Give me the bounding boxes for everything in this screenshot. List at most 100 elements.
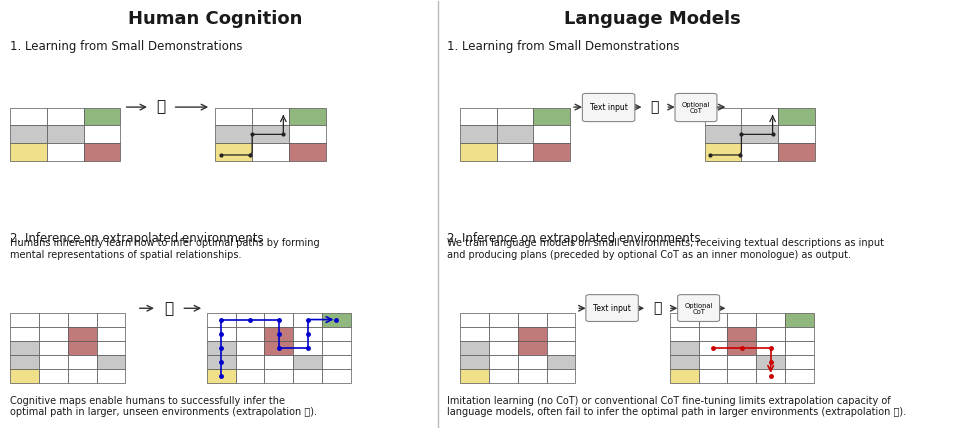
FancyBboxPatch shape — [705, 125, 741, 143]
Text: 🧠: 🧠 — [157, 100, 166, 115]
Text: 1. Learning from Small Demonstrations: 1. Learning from Small Demonstrations — [10, 40, 243, 53]
FancyBboxPatch shape — [10, 369, 39, 383]
FancyBboxPatch shape — [460, 125, 497, 143]
Text: CoT: CoT — [692, 309, 705, 315]
FancyBboxPatch shape — [727, 341, 756, 355]
FancyBboxPatch shape — [10, 125, 46, 143]
FancyBboxPatch shape — [533, 108, 570, 125]
FancyBboxPatch shape — [235, 326, 264, 341]
FancyBboxPatch shape — [216, 143, 252, 161]
FancyBboxPatch shape — [670, 326, 699, 341]
FancyBboxPatch shape — [741, 125, 778, 143]
FancyBboxPatch shape — [68, 369, 97, 383]
FancyBboxPatch shape — [207, 355, 235, 369]
FancyBboxPatch shape — [68, 313, 97, 326]
FancyBboxPatch shape — [756, 313, 785, 326]
FancyBboxPatch shape — [288, 143, 325, 161]
FancyBboxPatch shape — [293, 326, 322, 341]
FancyBboxPatch shape — [322, 341, 350, 355]
FancyBboxPatch shape — [46, 143, 83, 161]
FancyBboxPatch shape — [785, 355, 814, 369]
Text: Language Models: Language Models — [564, 10, 741, 28]
FancyBboxPatch shape — [216, 108, 252, 125]
FancyBboxPatch shape — [97, 355, 126, 369]
FancyBboxPatch shape — [547, 341, 575, 355]
FancyBboxPatch shape — [678, 295, 719, 321]
FancyBboxPatch shape — [288, 125, 325, 143]
FancyBboxPatch shape — [207, 313, 235, 326]
FancyBboxPatch shape — [264, 313, 293, 326]
FancyBboxPatch shape — [10, 341, 39, 355]
FancyBboxPatch shape — [460, 313, 489, 326]
FancyBboxPatch shape — [460, 143, 497, 161]
FancyBboxPatch shape — [39, 369, 68, 383]
FancyBboxPatch shape — [518, 355, 547, 369]
FancyBboxPatch shape — [264, 326, 293, 341]
FancyBboxPatch shape — [39, 326, 68, 341]
FancyBboxPatch shape — [705, 108, 741, 125]
FancyBboxPatch shape — [460, 326, 489, 341]
FancyBboxPatch shape — [10, 355, 39, 369]
FancyBboxPatch shape — [322, 313, 350, 326]
FancyBboxPatch shape — [489, 369, 518, 383]
FancyBboxPatch shape — [497, 143, 533, 161]
FancyBboxPatch shape — [699, 326, 727, 341]
FancyBboxPatch shape — [97, 369, 126, 383]
Text: Imitation learning (no CoT) or conventional CoT fine-tuning limits extrapolation: Imitation learning (no CoT) or conventio… — [447, 396, 906, 417]
FancyBboxPatch shape — [264, 355, 293, 369]
FancyBboxPatch shape — [497, 108, 533, 125]
FancyBboxPatch shape — [207, 369, 235, 383]
FancyBboxPatch shape — [460, 341, 489, 355]
FancyBboxPatch shape — [97, 341, 126, 355]
FancyBboxPatch shape — [322, 326, 350, 341]
FancyBboxPatch shape — [533, 143, 570, 161]
Text: 2. Inference on extrapolated environments: 2. Inference on extrapolated environment… — [447, 232, 701, 245]
FancyBboxPatch shape — [785, 313, 814, 326]
FancyBboxPatch shape — [97, 313, 126, 326]
Text: CoT: CoT — [689, 108, 703, 114]
FancyBboxPatch shape — [207, 341, 235, 355]
Text: Text input: Text input — [593, 304, 631, 313]
Text: 🤖: 🤖 — [650, 100, 659, 114]
Text: Cognitive maps enable humans to successfully infer the
optimal path in larger, u: Cognitive maps enable humans to successf… — [10, 396, 318, 417]
FancyBboxPatch shape — [489, 355, 518, 369]
FancyBboxPatch shape — [293, 369, 322, 383]
FancyBboxPatch shape — [489, 313, 518, 326]
FancyBboxPatch shape — [518, 341, 547, 355]
FancyBboxPatch shape — [264, 341, 293, 355]
FancyBboxPatch shape — [670, 341, 699, 355]
FancyBboxPatch shape — [586, 295, 638, 321]
FancyBboxPatch shape — [83, 143, 120, 161]
FancyBboxPatch shape — [547, 313, 575, 326]
FancyBboxPatch shape — [533, 125, 570, 143]
FancyBboxPatch shape — [741, 108, 778, 125]
FancyBboxPatch shape — [785, 369, 814, 383]
FancyBboxPatch shape — [235, 341, 264, 355]
FancyBboxPatch shape — [252, 143, 288, 161]
FancyBboxPatch shape — [518, 313, 547, 326]
FancyBboxPatch shape — [741, 143, 778, 161]
FancyBboxPatch shape — [83, 108, 120, 125]
FancyBboxPatch shape — [778, 108, 815, 125]
Text: 🤖: 🤖 — [653, 301, 662, 315]
FancyBboxPatch shape — [10, 143, 46, 161]
FancyBboxPatch shape — [705, 143, 741, 161]
FancyBboxPatch shape — [293, 341, 322, 355]
FancyBboxPatch shape — [497, 125, 533, 143]
FancyBboxPatch shape — [583, 94, 635, 121]
FancyBboxPatch shape — [489, 341, 518, 355]
FancyBboxPatch shape — [518, 369, 547, 383]
FancyBboxPatch shape — [670, 355, 699, 369]
FancyBboxPatch shape — [785, 326, 814, 341]
FancyBboxPatch shape — [727, 313, 756, 326]
FancyBboxPatch shape — [39, 355, 68, 369]
Text: Optional: Optional — [684, 303, 712, 309]
Text: We train language models on small environments, receiving textual descriptions a: We train language models on small enviro… — [447, 238, 884, 260]
FancyBboxPatch shape — [756, 369, 785, 383]
FancyBboxPatch shape — [252, 125, 288, 143]
FancyBboxPatch shape — [699, 355, 727, 369]
FancyBboxPatch shape — [547, 326, 575, 341]
FancyBboxPatch shape — [727, 355, 756, 369]
FancyBboxPatch shape — [547, 355, 575, 369]
FancyBboxPatch shape — [756, 326, 785, 341]
